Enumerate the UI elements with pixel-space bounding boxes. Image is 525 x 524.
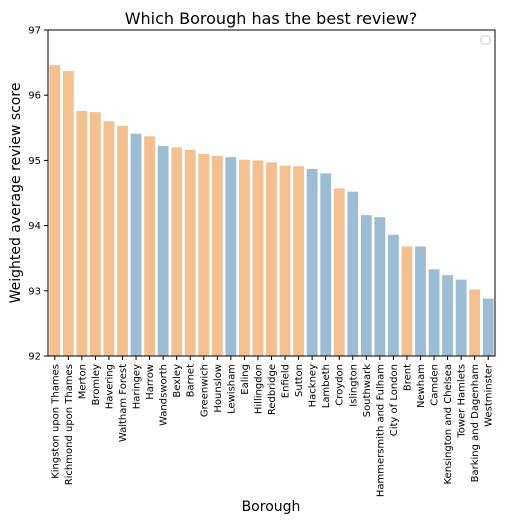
x-tick-label: Harrow — [145, 364, 156, 400]
x-tick-label: Islington — [348, 364, 359, 407]
x-tick-label: Greenwich — [199, 364, 210, 417]
x-tick-label: Haringey — [132, 364, 143, 409]
bar — [76, 111, 87, 356]
bar — [198, 154, 209, 356]
x-tick-label: Barnet — [186, 364, 197, 397]
bar — [456, 280, 467, 356]
y-tick-label: 97 — [28, 26, 41, 37]
bar — [266, 162, 277, 356]
y-tick-label: 94 — [28, 221, 41, 232]
y-tick-label: 93 — [28, 286, 41, 297]
bar — [442, 275, 453, 356]
bar — [144, 136, 155, 356]
x-tick-label: Richmond upon Thames — [64, 364, 75, 485]
bar — [117, 126, 128, 356]
bar — [131, 134, 142, 356]
x-tick-label: Sutton — [294, 364, 305, 397]
x-tick-label: Newham — [416, 364, 427, 408]
bar — [49, 65, 60, 356]
x-tick-label: Bromley — [91, 364, 102, 406]
y-tick-label: 95 — [28, 156, 41, 167]
bar — [415, 246, 426, 356]
legend-box — [481, 36, 490, 44]
x-tick-label: Hounslow — [213, 364, 224, 413]
x-tick-label: Kensington and Chelsea — [443, 364, 454, 485]
x-tick-label: Lewisham — [226, 364, 237, 414]
x-tick-label: Merton — [77, 364, 88, 399]
y-tick-label: 96 — [28, 91, 41, 102]
x-tick-label: Bexley — [172, 364, 183, 398]
x-tick-label: Enfield — [281, 364, 292, 398]
bar — [334, 188, 345, 356]
x-tick-label: Hackney — [308, 364, 319, 407]
x-tick-label: Lambeth — [321, 364, 332, 408]
x-tick-label: City of London — [389, 364, 400, 436]
bar — [347, 192, 358, 356]
x-tick-label: Camden — [430, 364, 441, 406]
bar — [307, 169, 318, 356]
bar — [239, 160, 250, 356]
x-tick-label: Southwark — [362, 364, 373, 417]
bar — [374, 217, 385, 356]
bar — [320, 173, 331, 356]
bar — [361, 215, 372, 356]
x-tick-label: Westminster — [484, 363, 495, 427]
y-tick-label: 92 — [28, 352, 41, 363]
x-tick-label: Ealing — [240, 364, 251, 395]
x-tick-label: Hammersmith and Fulham — [375, 364, 386, 497]
bar — [158, 146, 169, 356]
x-tick-label: Hillingdon — [253, 364, 264, 414]
bar — [212, 156, 223, 356]
bar — [429, 269, 440, 356]
bar — [293, 166, 304, 356]
bar — [253, 160, 264, 356]
chart-title: Which Borough has the best review? — [125, 9, 418, 28]
bar — [469, 289, 480, 356]
x-tick-label: Brent — [402, 364, 413, 391]
x-tick-label: Waltham Forest — [118, 364, 129, 442]
bar — [388, 235, 399, 356]
y-axis-title: Weighted average review score — [8, 83, 24, 304]
x-axis-title: Borough — [242, 499, 301, 515]
bar — [171, 147, 182, 356]
bar — [90, 112, 101, 356]
bar — [225, 157, 236, 356]
x-tick-label: Kingston upon Thames — [50, 364, 61, 479]
x-tick-label: Barking and Dagenham — [470, 364, 481, 482]
bar — [280, 166, 291, 356]
bar — [63, 71, 74, 356]
bar — [104, 121, 115, 356]
x-tick-label: Redbridge — [267, 364, 278, 415]
x-tick-label: Tower Hamlets — [457, 364, 468, 439]
x-tick-label: Wandsworth — [159, 364, 170, 426]
x-tick-label: Croydon — [335, 364, 346, 406]
x-tick-label: Havering — [104, 364, 115, 409]
bar — [483, 299, 494, 356]
bar — [402, 246, 413, 356]
bar — [185, 150, 196, 356]
